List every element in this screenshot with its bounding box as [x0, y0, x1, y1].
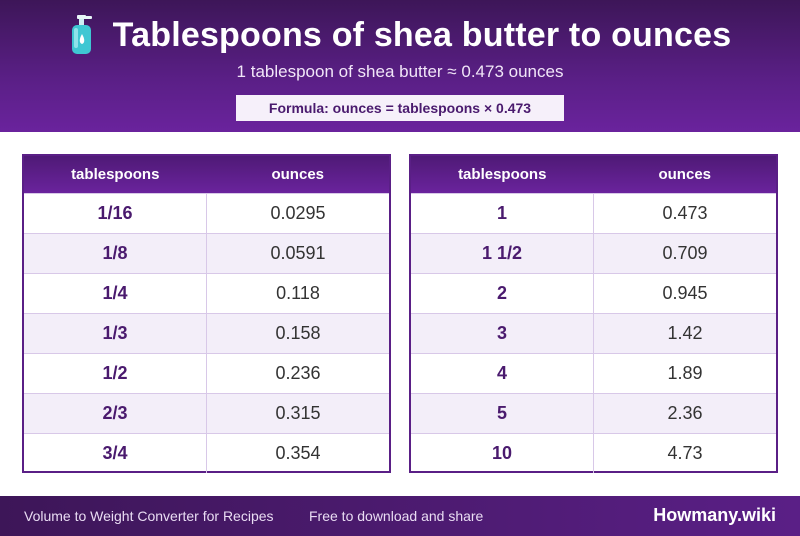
- conversion-table-right: tablespoons ounces 1 0.473 1 1/2 0.709 2 0.…: [409, 154, 778, 473]
- table-row: 3 1.42: [411, 312, 776, 353]
- footer-bar: Volume to Weight Converter for Recipes F…: [0, 496, 800, 536]
- ounces-cell: 0.709: [593, 232, 776, 273]
- ounces-cell: 0.473: [593, 192, 776, 233]
- tablespoons-cell: 1/8: [24, 232, 207, 273]
- ounces-cell: 2.36: [593, 392, 776, 433]
- ounces-cell: 1.89: [593, 352, 776, 393]
- footer-app-name: Volume to Weight Converter for Recipes: [24, 508, 274, 524]
- tablespoons-cell: 1 1/2: [411, 232, 594, 273]
- tablespoons-cell: 2: [411, 272, 594, 313]
- lotion-bottle-icon: [69, 15, 95, 55]
- column-header-ounces: ounces: [593, 156, 776, 193]
- tablespoons-cell: 1/3: [24, 312, 207, 353]
- table-row: 1/4 0.118: [24, 272, 389, 313]
- tablespoons-cell: 3/4: [24, 432, 207, 473]
- tablespoons-cell: 4: [411, 352, 594, 393]
- table-header-row: tablespoons ounces: [24, 156, 389, 193]
- ounces-cell: 0.0591: [206, 232, 389, 273]
- column-header-ounces: ounces: [206, 156, 389, 193]
- ounces-cell: 0.118: [206, 272, 389, 313]
- tablespoons-cell: 2/3: [24, 392, 207, 433]
- tablespoons-cell: 1: [411, 192, 594, 233]
- table-row: 10 4.73: [411, 432, 776, 473]
- ounces-cell: 0.315: [206, 392, 389, 433]
- ounces-cell: 0.945: [593, 272, 776, 313]
- table-row: 4 1.89: [411, 352, 776, 393]
- ounces-cell: 0.354: [206, 432, 389, 473]
- page-title: Tablespoons of shea butter to ounces: [112, 15, 732, 54]
- table-row: 2/3 0.315: [24, 392, 389, 433]
- ounces-cell: 0.0295: [206, 192, 389, 233]
- column-header-tablespoons: tablespoons: [24, 156, 207, 193]
- table-row: 1/8 0.0591: [24, 232, 389, 273]
- table-row: 3/4 0.354: [24, 432, 389, 473]
- table-row: 1/16 0.0295: [24, 192, 389, 233]
- table-row: 1 1/2 0.709: [411, 232, 776, 273]
- header-banner: Tablespoons of shea butter to ounces 1 t…: [0, 0, 800, 132]
- tablespoons-cell: 3: [411, 312, 594, 353]
- ounces-cell: 4.73: [593, 432, 776, 473]
- tablespoons-cell: 1/16: [24, 192, 207, 233]
- ounces-cell: 1.42: [593, 312, 776, 353]
- page-subtitle: 1 tablespoon of shea butter ≈ 0.473 ounc…: [236, 62, 564, 81]
- title-row: Tablespoons of shea butter to ounces: [0, 12, 800, 58]
- tablespoons-cell: 10: [411, 432, 594, 473]
- table-row: 1/2 0.236: [24, 352, 389, 393]
- table-row: 2 0.945: [411, 272, 776, 313]
- column-header-tablespoons: tablespoons: [411, 156, 594, 193]
- formula-badge: Formula: ounces = tablespoons × 0.473: [236, 95, 564, 121]
- tablespoons-cell: 1/4: [24, 272, 207, 313]
- table-header-row: tablespoons ounces: [411, 156, 776, 193]
- table-row: 5 2.36: [411, 392, 776, 433]
- ounces-cell: 0.236: [206, 352, 389, 393]
- conversion-table-left: tablespoons ounces 1/16 0.0295 1/8 0.0591 …: [22, 154, 391, 473]
- brand-logo-text[interactable]: Howmany.wiki: [653, 505, 776, 525]
- table-row: 1/3 0.158: [24, 312, 389, 353]
- table-row: 1 0.473: [411, 192, 776, 233]
- tablespoons-cell: 5: [411, 392, 594, 433]
- footer-share-note: Free to download and share: [309, 508, 484, 524]
- tablespoons-cell: 1/2: [24, 352, 207, 393]
- ounces-cell: 0.158: [206, 312, 389, 353]
